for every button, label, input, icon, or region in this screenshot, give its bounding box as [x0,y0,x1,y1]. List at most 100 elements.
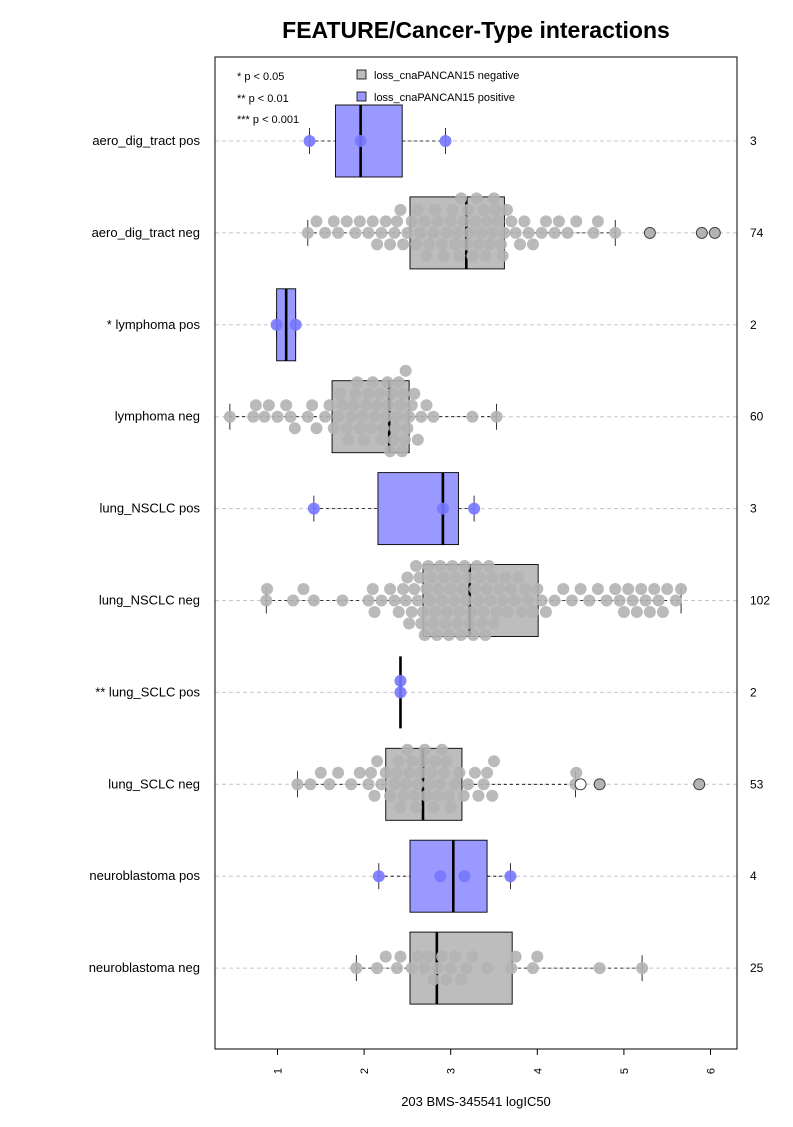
data-point [439,135,452,147]
data-point [442,629,455,641]
significance-label-2: ** p < 0.01 [237,93,289,105]
data-point [403,410,416,423]
data-point [561,226,574,239]
data-point [449,778,462,791]
data-point [437,249,450,262]
outlier-point [708,226,721,239]
data-point [416,755,429,768]
data-point [375,778,388,791]
data-point [468,502,481,515]
data-point [394,686,407,699]
data-point [388,594,401,607]
data-point [436,743,449,756]
data-point [403,617,416,630]
data-point [499,571,512,584]
data-point [522,226,535,239]
data-point [451,617,464,630]
data-point [379,950,392,963]
data-point [399,594,412,607]
data-point [669,594,682,607]
data-point [500,203,513,216]
data-point [509,226,522,239]
data-point [489,203,502,216]
data-point [423,238,436,251]
data-point [472,238,485,251]
data-point [333,387,346,400]
data-point [307,594,320,607]
outlier-point [695,226,708,239]
data-point [332,226,345,239]
data-point [455,973,468,986]
data-point [327,422,340,435]
data-point [336,399,349,412]
data-point [526,606,539,618]
data-point [436,238,449,251]
data-point [396,445,409,458]
data-point [353,766,366,779]
data-point [372,870,385,883]
data-point [284,410,297,423]
data-point [626,594,639,607]
data-point [583,594,596,607]
data-point [498,226,511,239]
data-point [486,789,499,802]
count-label: 2 [750,685,757,699]
data-point [394,801,407,814]
data-point [418,215,431,228]
data-point [477,606,490,618]
data-point [371,962,384,975]
data-point [515,606,528,618]
data-point [397,583,410,595]
data-point [437,766,450,779]
count-label: 4 [750,869,757,883]
data-point [310,215,323,228]
data-point [427,973,440,986]
data-point [391,962,404,975]
data-point [570,766,583,779]
data-point [444,583,457,595]
data-point [636,962,649,975]
data-point [411,950,424,963]
data-point [398,433,411,446]
data-point [323,778,336,791]
data-point [519,583,532,595]
data-point [431,215,444,228]
x-tick-label: 6 [706,1068,718,1074]
data-point [323,399,336,412]
data-point [512,571,525,584]
data-point [535,594,548,607]
data-point [429,755,442,768]
data-point [552,215,565,228]
data-point [468,583,481,595]
data-point [408,789,421,802]
data-point [394,203,407,216]
data-point [387,433,400,446]
data-point [482,560,495,572]
data-point [548,594,561,607]
data-point [411,203,424,216]
data-point [394,950,407,963]
data-point [639,594,652,607]
data-point [481,766,494,779]
data-point [301,226,314,239]
data-point [368,410,381,423]
data-point [358,433,371,446]
data-point [451,226,464,239]
data-point [448,594,461,607]
data-point [401,571,414,584]
data-point [444,215,457,228]
data-point [384,789,397,802]
data-point [354,135,367,147]
data-point [384,583,397,595]
data-point [440,226,453,239]
legend-swatch-positive [356,91,367,102]
data-point [479,629,492,641]
data-point [609,583,622,595]
data-point [340,215,353,228]
chart-title: FEATURE/Cancer-Type interactions [282,17,670,43]
data-point [307,502,320,515]
data-point [453,249,466,262]
data-point [643,606,656,618]
count-label: 53 [750,777,764,791]
